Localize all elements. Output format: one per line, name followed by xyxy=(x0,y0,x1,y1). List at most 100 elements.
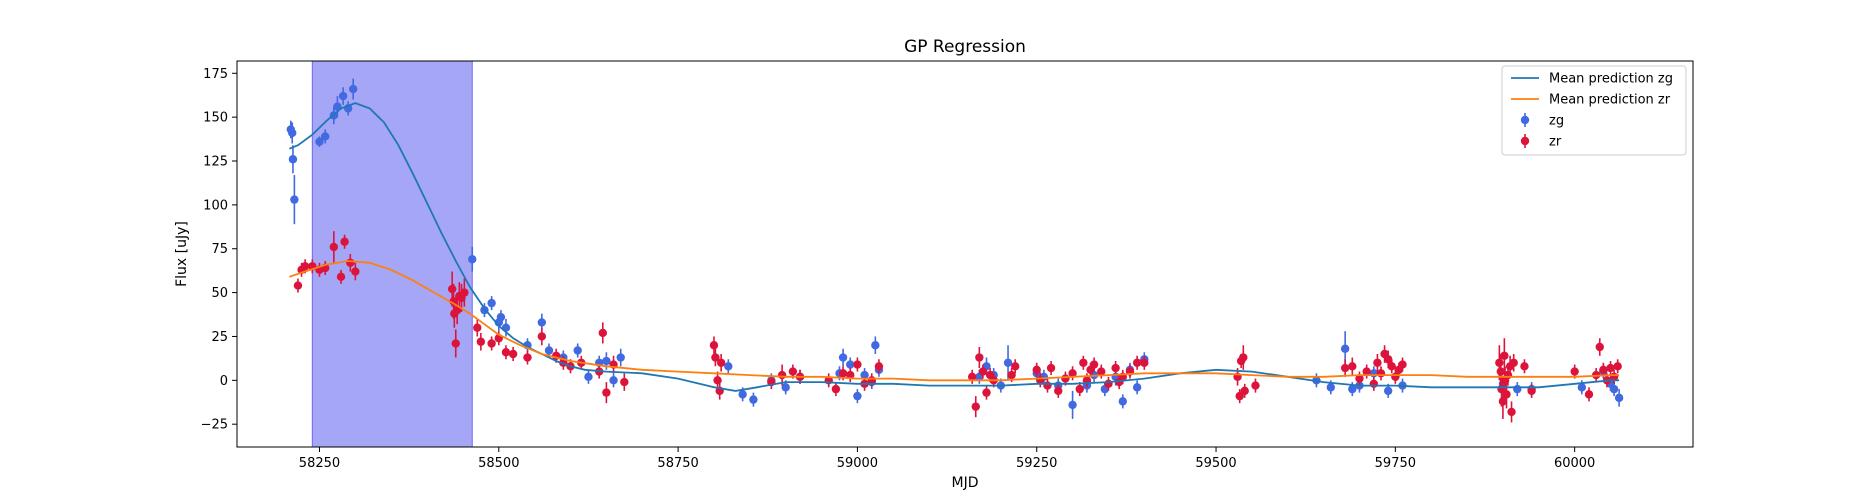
data-point xyxy=(1613,362,1622,371)
data-point xyxy=(346,258,355,267)
data-point xyxy=(1118,397,1127,406)
data-point xyxy=(1348,362,1357,371)
legend-box xyxy=(1501,65,1687,156)
data-point xyxy=(1097,367,1106,376)
y-tick-label: 75 xyxy=(211,242,228,257)
data-point xyxy=(874,362,884,371)
y-tick-label: 50 xyxy=(211,286,228,301)
data-point xyxy=(1387,362,1396,371)
series-line-mean-prediction-zg xyxy=(289,102,1620,392)
data-point xyxy=(288,155,298,164)
data-point xyxy=(348,84,358,94)
data-point xyxy=(831,384,841,394)
data-point xyxy=(1498,397,1508,406)
data-point xyxy=(871,341,880,350)
data-point xyxy=(711,353,720,362)
data-point xyxy=(1355,374,1364,383)
data-point xyxy=(709,341,719,350)
data-point xyxy=(1079,358,1088,367)
legend-label: Mean prediction zg xyxy=(1549,72,1673,87)
data-point xyxy=(496,312,506,322)
data-point xyxy=(1132,383,1142,392)
data-point xyxy=(1362,367,1371,376)
series-points-zr xyxy=(293,231,1622,423)
data-point xyxy=(1043,381,1052,390)
data-point xyxy=(1376,369,1386,378)
x-tick-label: 58750 xyxy=(657,456,698,471)
data-point xyxy=(340,237,349,246)
data-point xyxy=(460,288,469,297)
data-point xyxy=(1507,407,1516,417)
y-tick-label: 100 xyxy=(203,198,228,213)
data-point xyxy=(1398,360,1407,369)
y-tick-label: −25 xyxy=(201,418,228,433)
data-point xyxy=(1068,400,1077,410)
data-point xyxy=(487,339,496,348)
legend-label: zr xyxy=(1549,135,1562,150)
data-point xyxy=(1032,365,1041,374)
legend-marker-swatch xyxy=(1520,136,1530,146)
data-point xyxy=(846,360,855,369)
data-point xyxy=(1235,391,1244,401)
data-point xyxy=(838,353,848,362)
data-point xyxy=(1606,363,1615,373)
x-tick-label: 58500 xyxy=(478,456,519,471)
data-point xyxy=(716,358,726,367)
data-point xyxy=(544,346,554,355)
data-point xyxy=(1599,365,1608,374)
x-tick-label: 59500 xyxy=(1195,456,1236,471)
data-point xyxy=(1348,384,1357,394)
data-point xyxy=(1513,384,1522,394)
data-point xyxy=(300,262,310,271)
data-point xyxy=(1496,367,1505,376)
data-point xyxy=(846,370,855,380)
y-tick-label: 175 xyxy=(203,67,228,82)
data-point xyxy=(620,377,629,387)
data-point xyxy=(473,323,482,332)
data-point xyxy=(1111,363,1120,373)
chart-title: GP Regression xyxy=(904,37,1026,57)
plot-area-frame xyxy=(236,60,1694,448)
data-point xyxy=(315,137,324,146)
data-point xyxy=(1046,363,1056,373)
data-point xyxy=(1054,386,1063,396)
x-tick-label: 59000 xyxy=(837,456,878,471)
y-tick-label: 125 xyxy=(203,155,228,170)
data-point xyxy=(978,367,988,376)
data-point xyxy=(1340,344,1350,353)
data-point xyxy=(537,332,547,341)
data-point xyxy=(1007,370,1016,380)
legend-label: Mean prediction zr xyxy=(1549,93,1671,108)
y-tick-label: 150 xyxy=(203,111,228,126)
data-point xyxy=(598,328,607,338)
x-tick-label: 59250 xyxy=(1016,456,1057,471)
data-point xyxy=(781,383,790,392)
data-point xyxy=(293,281,303,290)
data-point xyxy=(1520,362,1529,371)
shaded-region xyxy=(311,60,473,448)
data-point xyxy=(1595,342,1604,352)
data-point xyxy=(975,353,984,362)
data-point xyxy=(777,370,787,380)
data-point xyxy=(1383,355,1393,364)
data-point xyxy=(616,353,625,362)
data-point xyxy=(609,376,618,385)
data-point xyxy=(329,242,339,252)
data-point xyxy=(1369,379,1379,389)
data-point xyxy=(1240,386,1249,396)
y-tick-label: 0 xyxy=(220,374,228,389)
data-point xyxy=(1011,362,1020,371)
data-point xyxy=(508,349,518,359)
series-points-zg xyxy=(286,78,1624,419)
data-point xyxy=(724,362,733,371)
data-point xyxy=(1326,383,1335,392)
data-point xyxy=(1495,358,1504,367)
data-point xyxy=(451,339,460,348)
data-point xyxy=(853,391,862,401)
data-point xyxy=(338,91,348,101)
data-point xyxy=(860,370,869,380)
data-point xyxy=(982,388,991,397)
data-point xyxy=(468,255,477,264)
data-point xyxy=(1340,363,1350,373)
